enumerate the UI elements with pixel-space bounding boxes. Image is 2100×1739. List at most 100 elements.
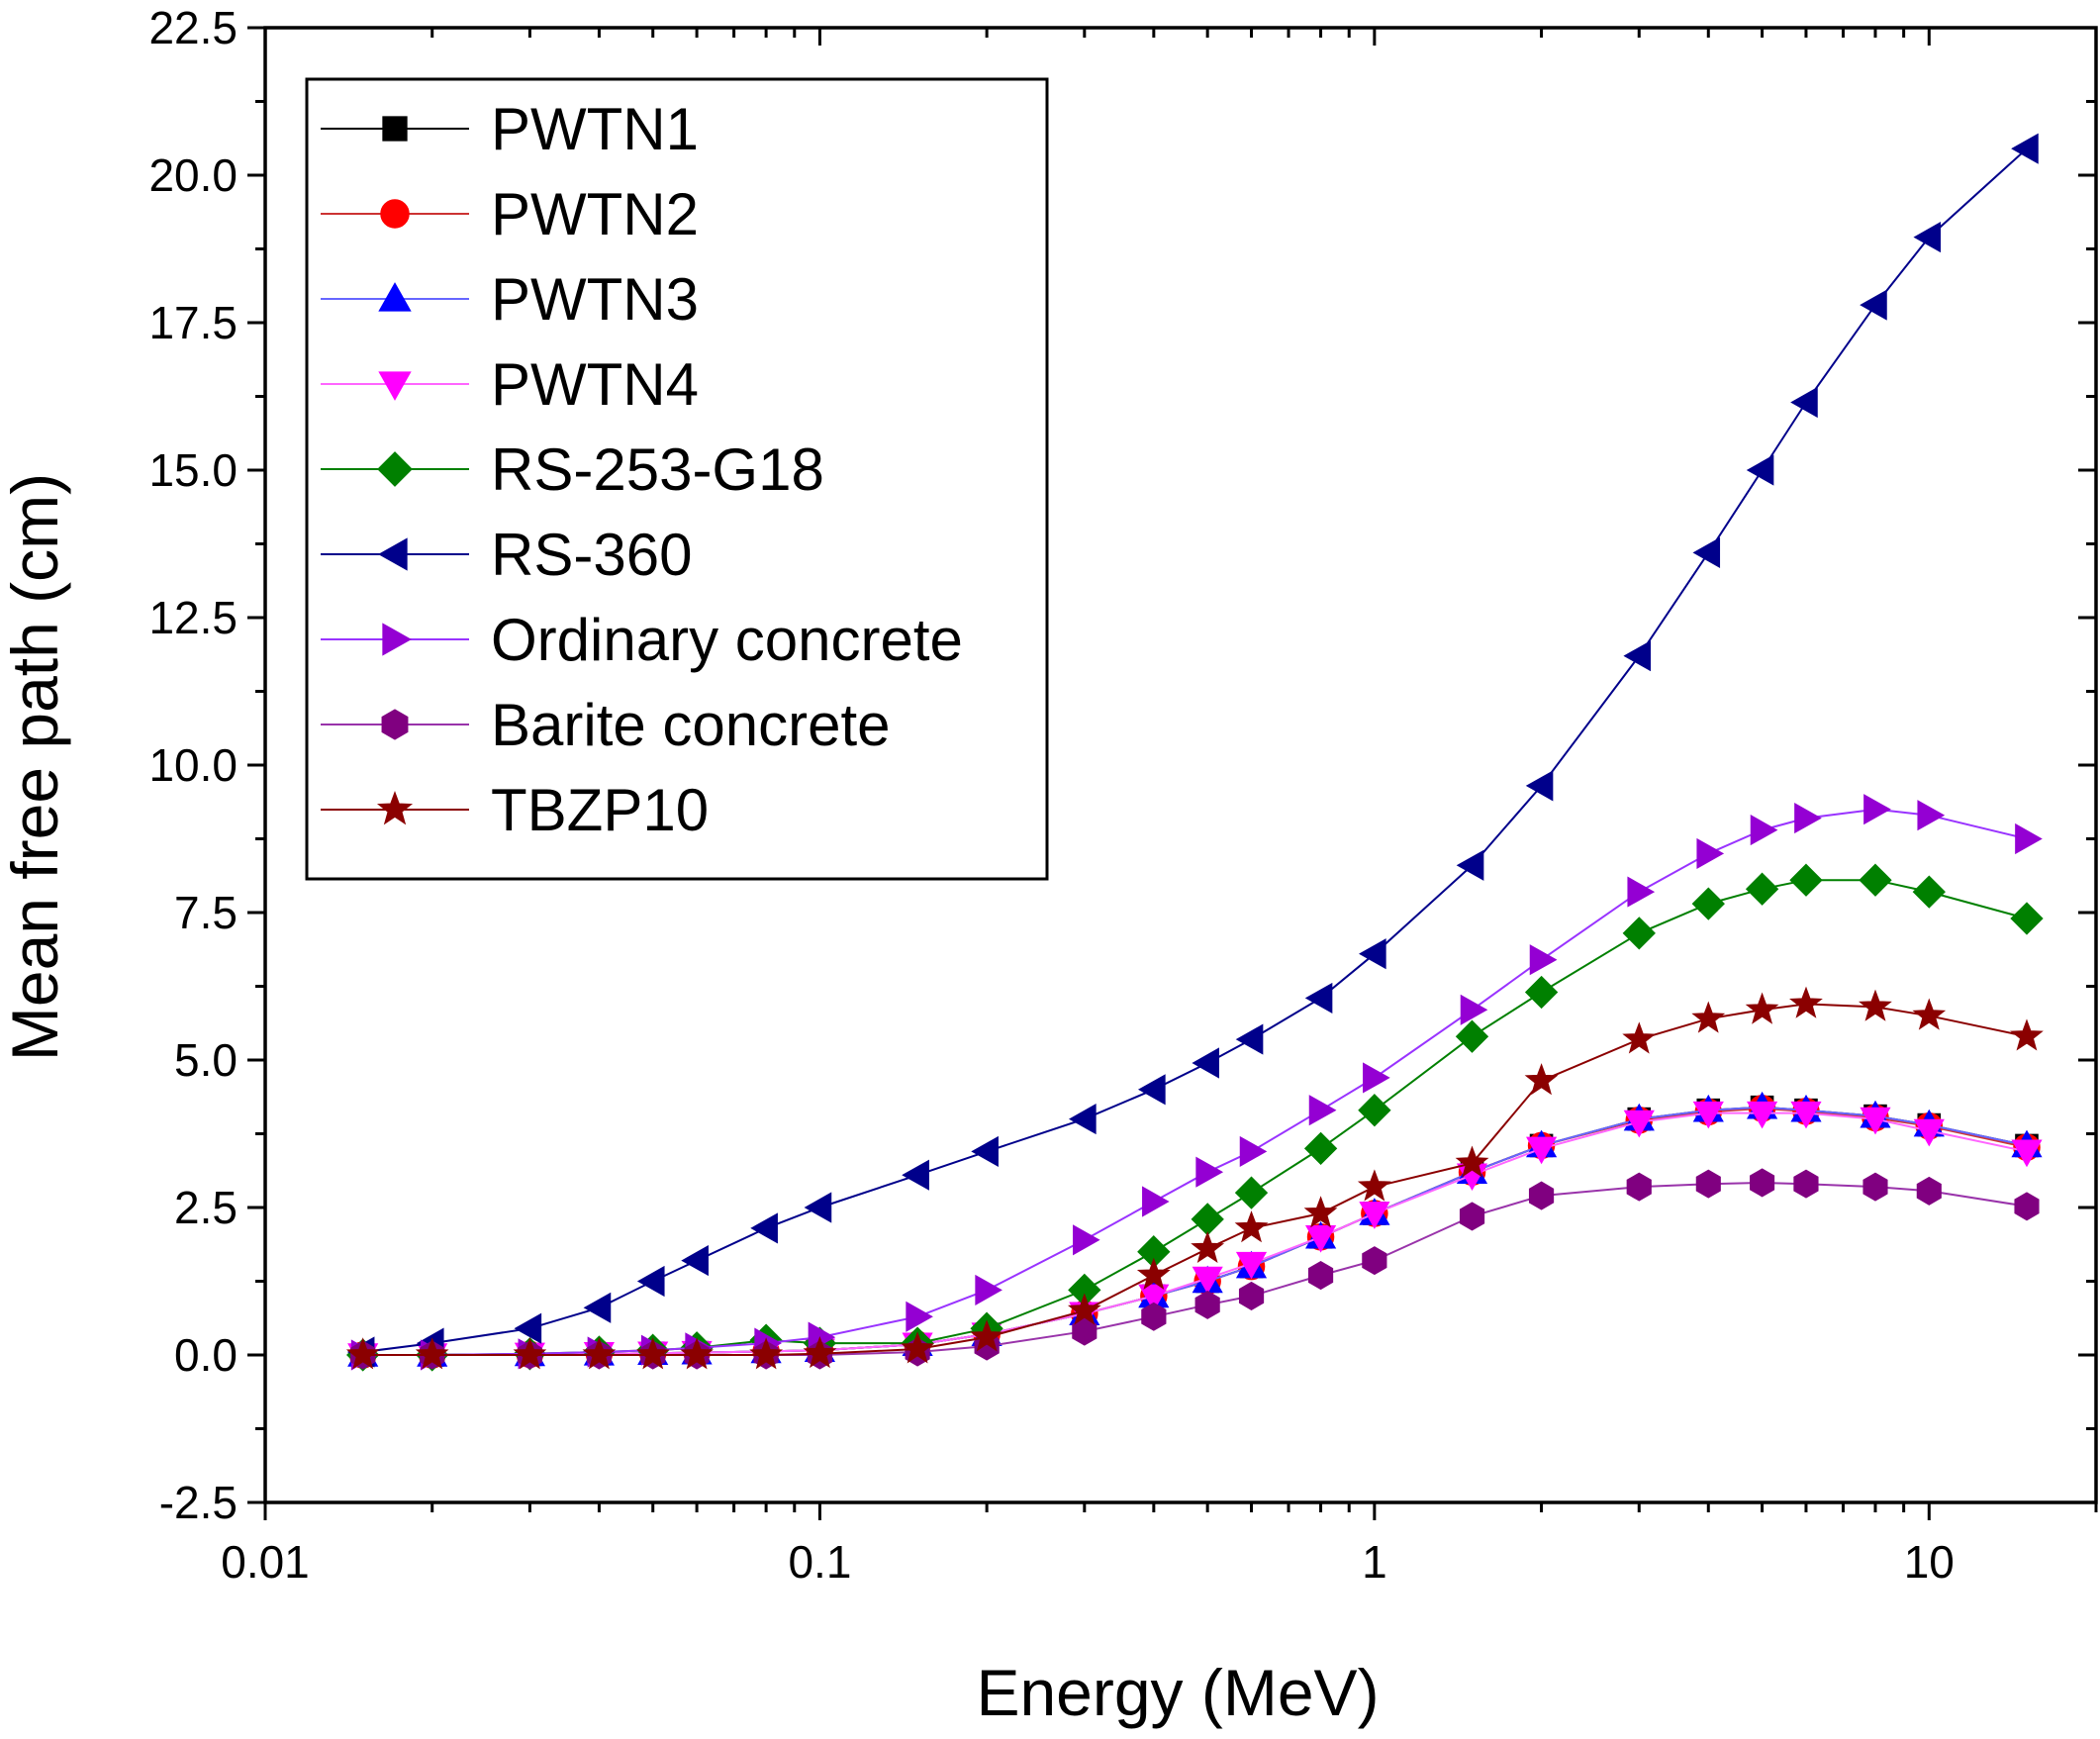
data-point — [636, 1265, 665, 1298]
data-point — [749, 1337, 784, 1370]
legend-marker — [378, 371, 412, 401]
legend-label: PWTN3 — [491, 266, 699, 333]
legend-marker — [377, 451, 413, 487]
data-point — [1359, 938, 1386, 970]
data-point — [345, 1337, 380, 1370]
data-point — [1136, 1257, 1171, 1290]
data-point — [1691, 1001, 1726, 1033]
legend-label: RS-360 — [491, 522, 692, 588]
y-tick-label: 15.0 — [148, 444, 238, 496]
data-point — [804, 1192, 832, 1223]
data-point — [1696, 837, 1725, 869]
legend-marker — [376, 791, 414, 825]
data-point — [1307, 1261, 1334, 1291]
data-point — [1073, 1224, 1100, 1256]
data-point — [1235, 1251, 1268, 1280]
data-point — [1859, 863, 1892, 897]
data-point — [1194, 1290, 1220, 1319]
legend-box — [305, 77, 1049, 881]
data-point — [1067, 1293, 1101, 1325]
axes: -2.5 0.0 2.5 5.0 7.5 10.0 12.5 15.0 17.5 20.0 22.5… — [148, 2, 2098, 1588]
data-point — [1304, 982, 1333, 1014]
data-point — [803, 1336, 837, 1369]
legend-item: TBZP10 — [321, 777, 709, 843]
data-point — [415, 1337, 449, 1370]
data-point — [1794, 803, 1822, 834]
data-point — [1623, 1110, 1655, 1138]
data-point — [1138, 1284, 1170, 1312]
series-rs-360 — [346, 133, 2039, 1368]
data-point — [906, 1301, 933, 1332]
legend-label: PWTN1 — [491, 96, 699, 162]
data-point — [1068, 1104, 1097, 1135]
data-point — [1913, 222, 1942, 253]
data-point — [1455, 1019, 1489, 1053]
data-point — [1303, 1131, 1338, 1166]
data-point — [970, 1319, 1004, 1352]
data-point — [1750, 815, 1778, 846]
data-point — [1142, 1186, 1170, 1217]
legend-item: PWTN2 — [321, 181, 699, 247]
data-point — [635, 1337, 670, 1370]
legend-marker — [378, 537, 408, 571]
data-point — [2010, 902, 2044, 935]
legend-marker — [378, 282, 412, 312]
data-point — [902, 1159, 929, 1191]
y-tick-label: 2.5 — [174, 1182, 238, 1233]
x-tick-label: 0.01 — [221, 1536, 310, 1588]
data-point — [1234, 1210, 1269, 1243]
data-point — [1141, 1302, 1167, 1331]
data-point — [1072, 1316, 1098, 1346]
data-point — [1192, 1047, 1219, 1079]
legend-label: Barite concrete — [491, 692, 891, 758]
legend-item: Ordinary concrete — [321, 607, 963, 673]
data-point — [1455, 1145, 1489, 1178]
legend-item: PWTN1 — [321, 96, 699, 162]
data-point — [1746, 454, 1774, 486]
data-point — [1623, 640, 1652, 672]
data-point — [1238, 1281, 1265, 1310]
data-point — [1137, 1074, 1166, 1106]
data-point — [2011, 133, 2039, 164]
data-point — [1790, 386, 1818, 419]
plot-frame-rect — [263, 26, 2098, 1504]
data-point — [1460, 994, 1488, 1025]
data-point — [1528, 1181, 1555, 1210]
legend-label: PWTN2 — [491, 181, 699, 247]
y-tick-label: 5.0 — [174, 1034, 238, 1086]
data-point — [1862, 1172, 1888, 1202]
data-point — [1750, 1168, 1775, 1198]
data-point — [681, 1245, 709, 1277]
data-point — [1456, 849, 1484, 881]
legend-label: Ordinary concrete — [491, 607, 963, 673]
data-point — [1917, 800, 1946, 831]
data-point — [1192, 1266, 1223, 1295]
y-tick-label: 7.5 — [174, 887, 238, 938]
data-point — [901, 1331, 935, 1364]
data-point — [1745, 992, 1779, 1024]
data-point — [1305, 1225, 1337, 1253]
legend-item: PWTN4 — [321, 351, 699, 418]
y-tick-label: 22.5 — [148, 2, 238, 53]
data-point — [1863, 794, 1891, 825]
data-point — [1626, 1172, 1652, 1202]
legend-item: Barite concrete — [321, 692, 891, 758]
data-point — [1357, 1169, 1391, 1202]
y-axis-title: Mean free path (cm) — [0, 473, 71, 1061]
data-point — [2010, 1018, 2044, 1051]
y-tick-label: 17.5 — [148, 297, 238, 348]
data-point — [750, 1212, 778, 1244]
data-point — [1524, 975, 1559, 1010]
data-point — [1363, 1062, 1390, 1094]
data-point — [1525, 770, 1554, 802]
legend-label: PWTN4 — [491, 351, 699, 418]
data-point — [1362, 1246, 1387, 1276]
x-axis-title: Energy (MeV) — [976, 1656, 1379, 1729]
legend: PWTN1 PWTN2 PWTN3 PWTN4 RS-253-G18 RS-360 Ordi… — [305, 77, 1049, 881]
data-point — [1191, 1230, 1225, 1264]
data-point — [1195, 1156, 1224, 1188]
data-point — [1789, 863, 1823, 897]
legend-marker — [380, 199, 410, 229]
data-point — [583, 1292, 612, 1323]
